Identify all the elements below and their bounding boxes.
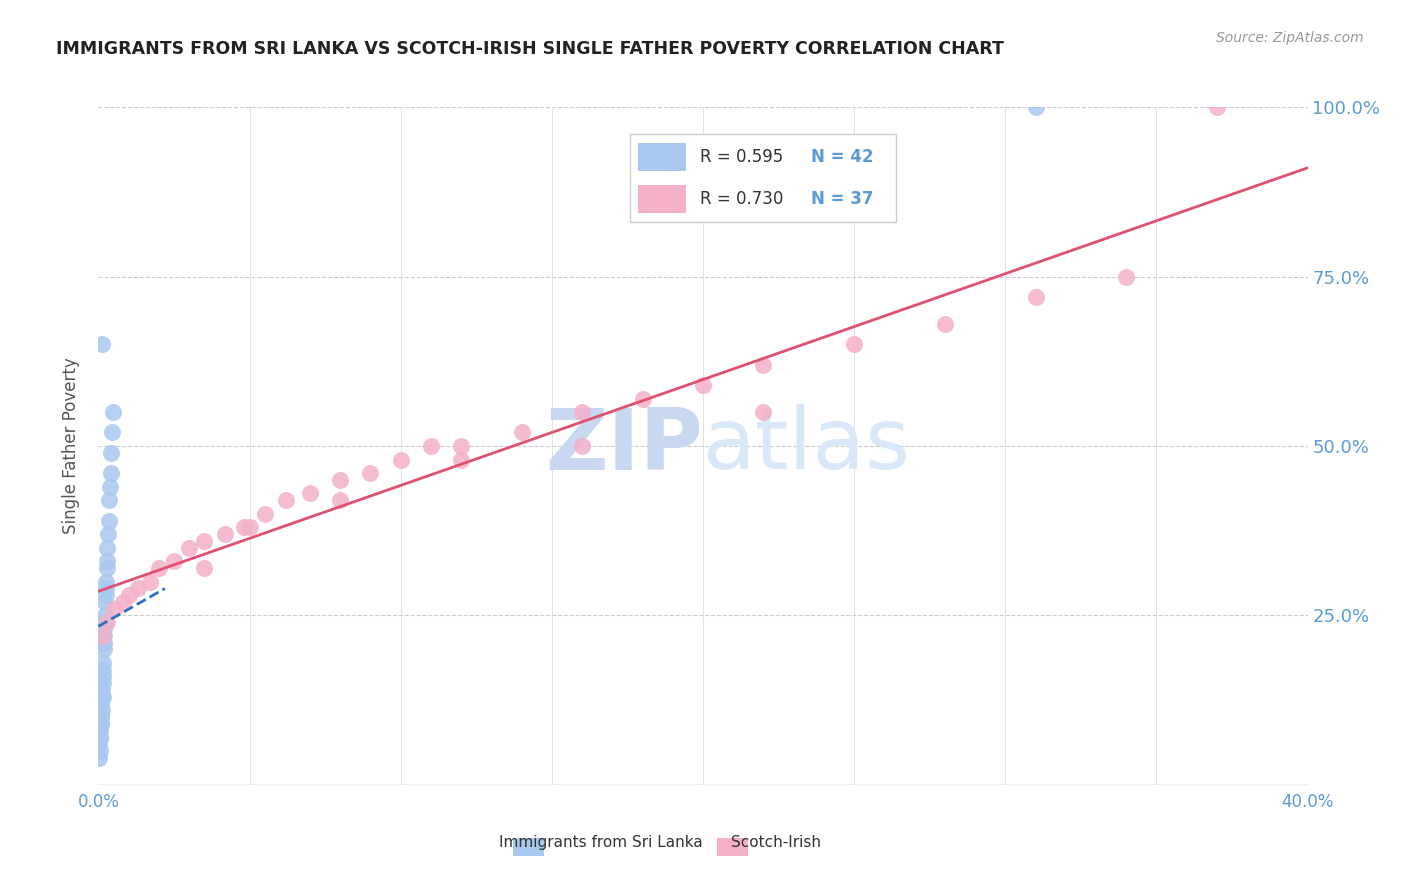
Point: [90, 710, 112, 724]
Point: [103, 601, 125, 615]
Point: [94, 608, 117, 623]
Point: [90, 710, 112, 724]
Text: Source: ZipAtlas.com: Source: ZipAtlas.com: [1216, 31, 1364, 45]
Point: [93, 622, 115, 636]
Point: [420, 439, 443, 453]
Point: [389, 452, 412, 467]
Point: [89, 737, 111, 751]
Point: [91, 676, 114, 690]
Point: [91, 669, 114, 683]
Point: [97, 514, 120, 528]
Bar: [638, 186, 686, 213]
Point: [450, 439, 472, 453]
Point: [89, 744, 111, 758]
Point: [87, 751, 110, 765]
Point: [89, 731, 111, 745]
Point: [93, 635, 115, 649]
Point: [91, 690, 114, 704]
Point: [90, 697, 112, 711]
Point: [91, 683, 114, 698]
Text: R = 0.595: R = 0.595: [700, 148, 783, 166]
Point: [360, 466, 382, 480]
Point: [631, 392, 654, 406]
Point: [329, 473, 352, 487]
Point: [101, 425, 124, 440]
Point: [193, 561, 215, 575]
Point: [274, 493, 297, 508]
Text: Immigrants from Sri Lanka: Immigrants from Sri Lanka: [499, 836, 703, 850]
Point: [450, 452, 472, 467]
Point: [253, 507, 276, 521]
Point: [1206, 100, 1229, 114]
Text: 0.0%: 0.0%: [77, 793, 120, 811]
Point: [90, 717, 112, 731]
Point: [1115, 269, 1137, 284]
Point: [1024, 100, 1046, 114]
Point: [752, 358, 775, 372]
Point: [94, 588, 117, 602]
Point: [510, 425, 533, 440]
Point: [299, 486, 322, 500]
FancyBboxPatch shape: [630, 134, 897, 222]
Point: [100, 466, 122, 480]
Point: [96, 561, 118, 575]
Point: [139, 574, 162, 589]
Point: [148, 561, 170, 575]
Text: IMMIGRANTS FROM SRI LANKA VS SCOTCH-IRISH SINGLE FATHER POVERTY CORRELATION CHAR: IMMIGRANTS FROM SRI LANKA VS SCOTCH-IRIS…: [56, 40, 1004, 58]
Point: [94, 595, 117, 609]
Point: [752, 405, 775, 419]
Point: [692, 378, 714, 392]
Text: R = 0.730: R = 0.730: [700, 190, 783, 209]
Point: [127, 582, 149, 596]
Point: [179, 541, 201, 555]
Point: [571, 439, 593, 453]
Point: [96, 615, 118, 630]
Point: [96, 574, 118, 589]
Point: [98, 493, 121, 508]
Text: 40.0%: 40.0%: [1281, 793, 1334, 811]
Point: [91, 337, 114, 351]
Point: [98, 480, 121, 494]
Point: [329, 493, 352, 508]
Bar: [638, 143, 686, 171]
Point: [1024, 290, 1046, 304]
Point: [90, 717, 112, 731]
Point: [94, 615, 117, 630]
Point: [90, 703, 112, 717]
Point: [93, 629, 115, 643]
Point: [91, 656, 114, 670]
Text: N = 42: N = 42: [811, 148, 875, 166]
Point: [89, 723, 111, 738]
Point: [111, 595, 134, 609]
Point: [89, 731, 111, 745]
Point: [844, 337, 866, 351]
Point: [94, 582, 117, 596]
Point: [163, 554, 186, 568]
Point: [232, 520, 254, 534]
Point: [91, 629, 114, 643]
Point: [571, 405, 593, 419]
Text: ZIP: ZIP: [546, 404, 703, 488]
Point: [91, 690, 114, 704]
Point: [100, 446, 122, 460]
Text: atlas: atlas: [703, 404, 911, 488]
Point: [934, 317, 956, 331]
Point: [101, 405, 124, 419]
Point: [93, 642, 115, 657]
Point: [96, 541, 118, 555]
Point: [118, 588, 141, 602]
Text: Scotch-Irish: Scotch-Irish: [731, 836, 821, 850]
Y-axis label: Single Father Poverty: Single Father Poverty: [62, 358, 80, 534]
Point: [239, 520, 262, 534]
Point: [193, 533, 215, 548]
Point: [96, 554, 118, 568]
Point: [91, 663, 114, 677]
Point: [214, 527, 236, 541]
Point: [97, 527, 120, 541]
Text: N = 37: N = 37: [811, 190, 875, 209]
